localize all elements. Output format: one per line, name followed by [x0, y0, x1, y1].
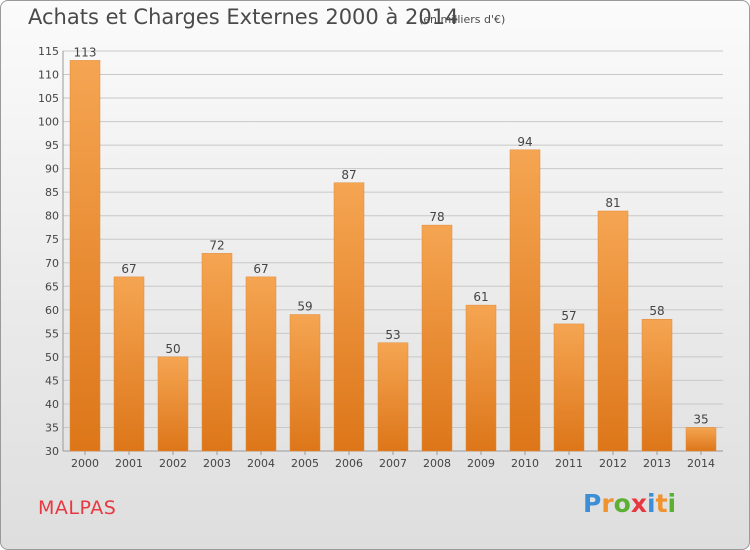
x-tick-label: 2011 — [555, 457, 583, 470]
y-tick-label: 55 — [45, 327, 59, 340]
x-tick-label: 2001 — [115, 457, 143, 470]
data-label: 67 — [253, 262, 268, 276]
bar — [69, 60, 101, 452]
logo-letter: i — [667, 489, 677, 518]
y-tick-label: 75 — [45, 233, 59, 246]
data-label: 72 — [209, 238, 224, 252]
data-label: 35 — [693, 412, 708, 426]
bar — [113, 276, 145, 452]
x-tick-label: 2004 — [247, 457, 275, 470]
x-tick-label: 2002 — [159, 457, 187, 470]
y-tick-label: 90 — [45, 163, 59, 176]
x-tick-label: 2014 — [687, 457, 715, 470]
y-tick-label: 110 — [38, 69, 59, 82]
y-tick-label: 85 — [45, 186, 59, 199]
bar — [157, 356, 189, 452]
logo-letter: o — [613, 489, 631, 518]
data-label: 67 — [121, 262, 136, 276]
logo-letter: r — [601, 489, 614, 518]
bar — [333, 182, 365, 452]
bar — [201, 253, 233, 452]
x-tick-label: 2005 — [291, 457, 319, 470]
logo-letter: t — [655, 489, 668, 518]
x-tick-label: 2003 — [203, 457, 231, 470]
data-label: 61 — [473, 290, 488, 304]
chart-title: Achats et Charges Externes 2000 à 2014 — [28, 5, 459, 29]
logo-letter: x — [630, 489, 647, 518]
y-tick-label: 70 — [45, 257, 59, 270]
x-tick-label: 2012 — [599, 457, 627, 470]
bar — [377, 342, 409, 452]
x-tick-label: 2007 — [379, 457, 407, 470]
data-label: 113 — [74, 45, 97, 59]
data-label: 87 — [341, 168, 356, 182]
x-tick-label: 2000 — [71, 457, 99, 470]
commune-name: MALPAS — [38, 497, 117, 519]
x-tick-label: 2006 — [335, 457, 363, 470]
y-tick-label: 65 — [45, 280, 59, 293]
x-tick-label: 2009 — [467, 457, 495, 470]
data-label: 53 — [385, 328, 400, 342]
y-tick-label: 105 — [38, 92, 59, 105]
data-label: 94 — [517, 135, 532, 149]
x-tick-label: 2008 — [423, 457, 451, 470]
logo-letter: i — [647, 489, 656, 518]
y-tick-label: 60 — [45, 304, 59, 317]
proxiti-logo: Proxiti — [583, 489, 676, 518]
y-tick-label: 115 — [38, 45, 59, 58]
bar — [421, 224, 453, 452]
y-tick-label: 95 — [45, 139, 59, 152]
y-tick-label: 35 — [45, 421, 59, 434]
y-tick-label: 50 — [45, 351, 59, 364]
x-tick-label: 2013 — [643, 457, 671, 470]
bar — [289, 314, 321, 452]
data-label: 58 — [649, 304, 664, 318]
y-tick-label: 30 — [45, 445, 59, 458]
data-label: 50 — [165, 342, 180, 356]
chart-subtitle: (en milliers d'€) — [419, 13, 506, 26]
logo-letter: P — [583, 489, 602, 518]
y-tick-label: 100 — [38, 116, 59, 129]
y-tick-label: 40 — [45, 398, 59, 411]
bar — [597, 210, 629, 452]
bar — [685, 427, 717, 452]
y-tick-label: 80 — [45, 210, 59, 223]
bar — [641, 318, 673, 452]
bar — [509, 149, 541, 452]
data-label: 81 — [605, 196, 620, 210]
data-label: 59 — [297, 300, 312, 314]
bar — [553, 323, 585, 452]
x-tick-label: 2010 — [511, 457, 539, 470]
y-tick-label: 45 — [45, 374, 59, 387]
data-label: 78 — [429, 210, 444, 224]
bar — [245, 276, 277, 452]
data-label: 57 — [561, 309, 576, 323]
bar — [465, 304, 497, 452]
